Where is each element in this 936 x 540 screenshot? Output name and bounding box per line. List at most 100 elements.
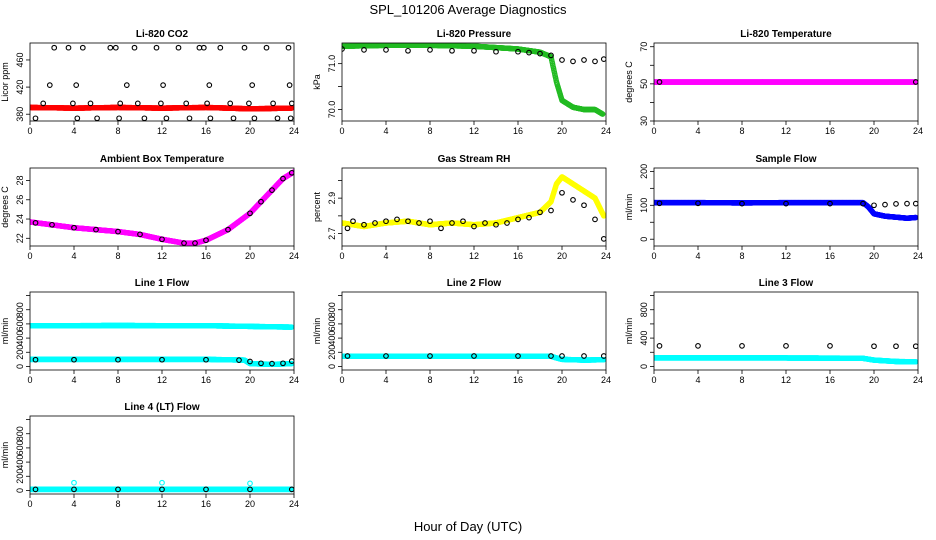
- y-axis-label: Licor ppm: [0, 62, 10, 102]
- data-point: [270, 100, 276, 107]
- y-axis-label: percent: [312, 191, 322, 222]
- data-point: [285, 44, 292, 51]
- x-tick-label: 24: [601, 126, 611, 136]
- panel-title: Sample Flow: [755, 154, 816, 165]
- plot-area: [654, 79, 918, 85]
- data-point: [739, 200, 745, 207]
- data-point: [912, 200, 918, 207]
- data-point: [361, 221, 367, 228]
- data-point: [112, 44, 119, 51]
- data-point: [203, 237, 209, 244]
- data-point: [247, 210, 253, 217]
- panel-title: Li-820 CO2: [136, 29, 189, 40]
- figure-title: SPL_101206 Average Diagnostics: [369, 2, 567, 17]
- data-point: [141, 115, 148, 121]
- data-point: [117, 100, 124, 107]
- plot-frame: [653, 167, 919, 247]
- data-point: [383, 47, 389, 53]
- y-tick-label: 30: [639, 116, 649, 126]
- x-tick-label: 20: [245, 126, 255, 136]
- data-point: [515, 216, 521, 223]
- data-point: [581, 202, 587, 209]
- data-point: [827, 200, 833, 207]
- data-point: [274, 115, 281, 121]
- data-point: [258, 198, 264, 205]
- data-point: [427, 47, 433, 53]
- x-tick-label: 20: [557, 126, 567, 136]
- data-point: [783, 200, 789, 207]
- data-point: [287, 115, 294, 121]
- data-point: [32, 115, 39, 121]
- series-black: [342, 46, 606, 65]
- data-point: [559, 189, 565, 196]
- y-tick-label: 2.9: [327, 192, 337, 205]
- data-point: [246, 100, 252, 107]
- data-point: [548, 207, 554, 214]
- series-yellow: [342, 174, 606, 230]
- x-tick-label: 16: [513, 251, 523, 261]
- y-tick-label: 420: [15, 80, 25, 95]
- data-point: [158, 100, 164, 107]
- data-point: [493, 221, 499, 228]
- x-tick-label: 16: [201, 251, 211, 261]
- plot-frame: [341, 42, 607, 122]
- x-tick-label: 24: [913, 126, 923, 136]
- y-tick-label: 200: [639, 164, 649, 179]
- data-point: [183, 100, 190, 107]
- data-point: [251, 115, 258, 121]
- data-point: [493, 48, 499, 55]
- data-point: [361, 47, 367, 53]
- data-point: [288, 169, 294, 176]
- data-point: [526, 214, 532, 221]
- plot-area: [654, 199, 918, 221]
- data-point: [46, 82, 53, 88]
- panel-title: Line 1 Flow: [135, 278, 190, 289]
- x-tick-label: 0: [27, 251, 32, 261]
- x-tick-label: 4: [383, 126, 388, 136]
- data-point: [107, 44, 114, 51]
- plot-area: [30, 322, 294, 368]
- x-tick-label: 8: [739, 251, 744, 261]
- x-tick-label: 8: [115, 126, 120, 136]
- x-tick-label: 20: [557, 251, 567, 261]
- x-tick-label: 16: [825, 251, 835, 261]
- x-tick-label: 16: [825, 126, 835, 136]
- data-point: [230, 115, 237, 121]
- plot-area: [30, 169, 294, 246]
- data-point: [592, 216, 598, 223]
- y-tick-label: 380: [15, 107, 25, 122]
- data-point: [570, 58, 576, 65]
- data-point: [115, 228, 121, 235]
- data-point: [860, 200, 866, 207]
- data-point: [449, 220, 455, 226]
- x-tick-label: 12: [157, 251, 167, 261]
- data-point: [504, 220, 510, 226]
- y-tick-label: 70.0: [327, 101, 337, 119]
- data-point: [74, 115, 81, 121]
- data-point: [241, 44, 248, 51]
- data-point: [416, 220, 422, 226]
- data-point: [51, 44, 58, 51]
- panel-title: Ambient Box Temperature: [100, 154, 225, 165]
- x-tick-label: 12: [781, 126, 791, 136]
- y-tick-label: 71.0: [327, 55, 337, 73]
- data-point: [460, 218, 466, 225]
- data-point: [570, 197, 576, 203]
- data-point: [526, 49, 532, 56]
- data-point: [350, 218, 356, 225]
- x-tick-label: 20: [245, 251, 255, 261]
- data-point: [200, 44, 207, 51]
- data-point: [515, 48, 521, 55]
- x-tick-label: 12: [469, 251, 479, 261]
- y-tick-label: 0: [639, 237, 649, 242]
- y-tick-label: 24: [15, 214, 25, 224]
- data-point: [912, 79, 918, 85]
- series-black: [656, 200, 918, 209]
- data-point: [893, 201, 899, 207]
- data-point: [656, 200, 663, 207]
- data-point: [405, 47, 411, 54]
